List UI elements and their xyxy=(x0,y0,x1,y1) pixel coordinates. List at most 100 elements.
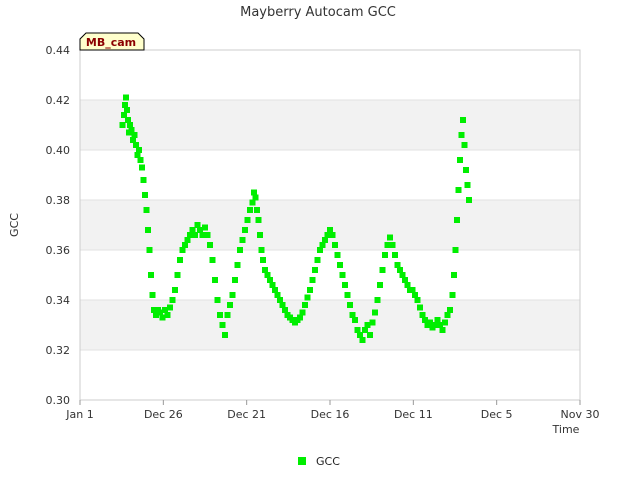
gcc-point xyxy=(464,182,471,188)
gcc-series xyxy=(119,94,472,343)
gcc-point xyxy=(324,232,331,238)
gcc-point xyxy=(128,127,135,133)
legend-label: GCC xyxy=(316,455,340,468)
gcc-point xyxy=(334,252,341,258)
grid-band xyxy=(80,100,580,150)
gcc-point xyxy=(162,307,168,313)
gcc-point xyxy=(157,309,163,316)
gcc-point xyxy=(444,312,451,318)
gcc-point xyxy=(314,257,321,263)
gcc-point xyxy=(125,117,131,123)
gcc-point xyxy=(209,257,216,263)
gcc-point xyxy=(449,292,456,298)
y-tick-label: 0.36 xyxy=(46,244,71,257)
x-tick-label: Dec 26 xyxy=(144,408,183,421)
gcc-point xyxy=(204,232,211,238)
gcc-point xyxy=(362,327,368,333)
gcc-point xyxy=(146,247,153,253)
gcc-point xyxy=(402,277,408,283)
gcc-point xyxy=(121,112,127,118)
gcc-point xyxy=(153,312,159,318)
gcc-point xyxy=(212,277,218,283)
grid-band xyxy=(80,200,580,250)
gcc-point xyxy=(159,314,166,321)
gcc-point xyxy=(409,287,416,293)
gcc-point xyxy=(277,297,283,303)
gcc-point xyxy=(463,167,469,173)
legend: GCC xyxy=(298,455,340,468)
gcc-point xyxy=(142,192,148,198)
x-tick-label: Dec 16 xyxy=(311,408,350,421)
legend-swatch xyxy=(298,457,306,465)
y-tick-label: 0.38 xyxy=(46,194,71,207)
gcc-point xyxy=(379,267,386,273)
gcc-point xyxy=(274,292,281,298)
gcc-point xyxy=(359,337,366,343)
gcc-point xyxy=(414,297,421,303)
gcc-point xyxy=(404,282,411,288)
gcc-point xyxy=(239,237,246,243)
gcc-point xyxy=(222,332,228,338)
gcc-point xyxy=(352,317,358,323)
x-tick-label: Nov 30 xyxy=(561,408,600,421)
gcc-point xyxy=(249,199,256,206)
gcc-point xyxy=(207,242,213,248)
gcc-point xyxy=(460,117,466,123)
gcc-point xyxy=(257,232,263,238)
gcc-point xyxy=(169,297,176,303)
gcc-point xyxy=(422,317,428,323)
gcc-point xyxy=(134,152,141,158)
gcc-point xyxy=(367,332,373,338)
gcc-point xyxy=(389,242,396,248)
gcc-point xyxy=(374,297,381,303)
gcc-point xyxy=(394,262,401,268)
site-label-background xyxy=(79,32,145,51)
y-tick-label: 0.34 xyxy=(46,294,71,307)
gcc-point xyxy=(122,102,128,108)
site-label-box: MB_cam xyxy=(79,32,145,51)
gcc-point xyxy=(304,294,311,301)
gcc-point xyxy=(347,302,353,308)
gcc-point xyxy=(184,237,191,243)
gcc-point xyxy=(174,272,181,278)
gcc-point xyxy=(461,142,468,148)
gcc-point xyxy=(194,222,201,228)
gcc-point xyxy=(329,232,336,238)
gcc-point xyxy=(319,242,326,248)
gcc-point xyxy=(260,257,266,263)
gcc-point xyxy=(189,227,196,233)
gcc-point xyxy=(299,309,306,316)
gcc-point xyxy=(267,277,273,283)
gcc-point xyxy=(214,297,221,303)
gcc-point xyxy=(182,242,188,248)
gcc-point xyxy=(232,277,238,283)
x-tick-label: Dec 11 xyxy=(394,408,433,421)
y-tick-label: 0.32 xyxy=(46,344,71,357)
gcc-point xyxy=(337,262,343,268)
gcc-point xyxy=(417,304,423,311)
gcc-point xyxy=(377,282,383,288)
gcc-point xyxy=(229,292,236,298)
gcc-point xyxy=(123,94,129,101)
y-axis: 0.30 0.32 0.34 0.36 0.38 0.40 0.42 0.44 xyxy=(46,44,71,407)
site-label: MB_cam xyxy=(86,36,136,49)
gcc-point xyxy=(164,312,171,318)
x-tick-label: Jan 1 xyxy=(65,408,93,421)
gcc-point xyxy=(227,302,233,308)
gcc-point xyxy=(148,272,154,278)
gcc-point xyxy=(369,319,376,326)
gcc-point xyxy=(302,302,308,308)
gcc-point xyxy=(167,304,173,311)
gcc-point xyxy=(322,237,328,243)
gcc-point xyxy=(264,272,271,278)
x-axis: Jan 1 Dec 26 Dec 21 Dec 16 Dec 11 Dec 5 Nov 30 xyxy=(65,400,599,421)
y-tick-label: 0.40 xyxy=(46,144,71,157)
gcc-point xyxy=(151,307,157,313)
gcc-point xyxy=(252,194,259,201)
gcc-point xyxy=(437,322,443,328)
y-tick-label: 0.42 xyxy=(46,94,71,107)
gcc-point xyxy=(255,217,262,223)
gcc-point xyxy=(451,272,457,278)
gcc-point xyxy=(412,292,418,298)
gcc-point xyxy=(399,272,406,278)
